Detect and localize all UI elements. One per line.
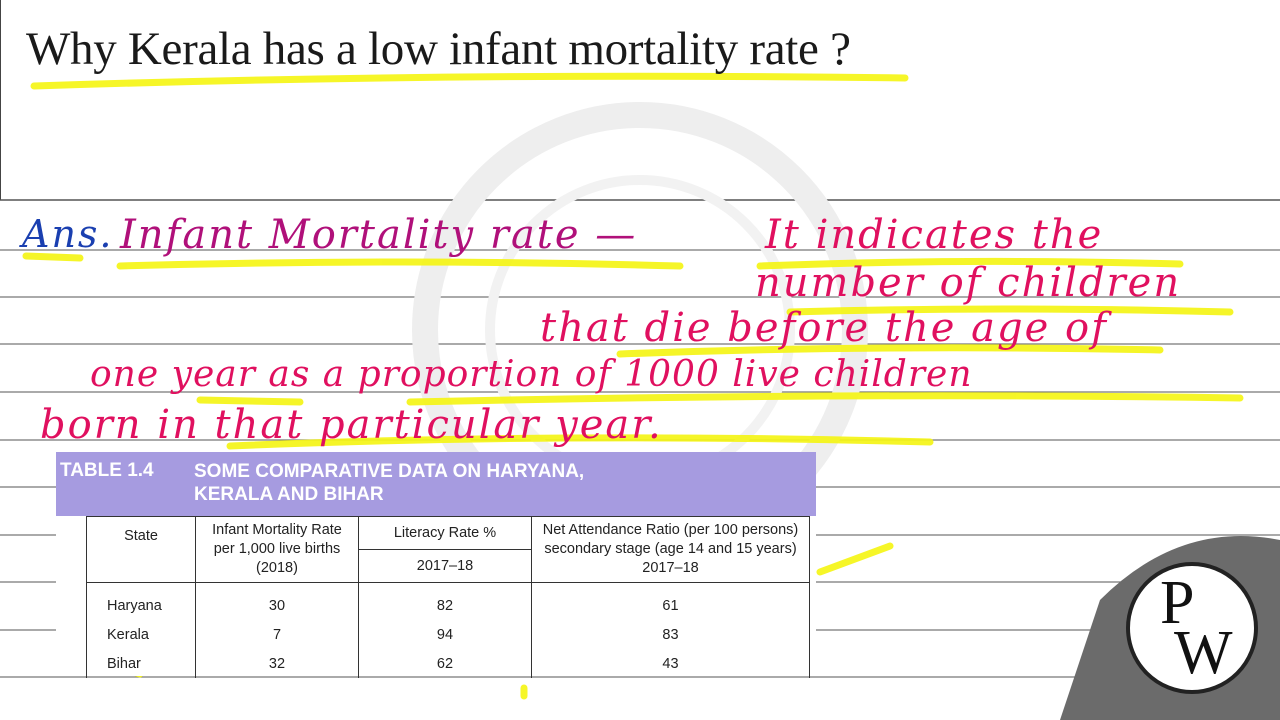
table-row: Bihar 32 62 43 <box>86 649 810 678</box>
cell-literacy: 82 <box>358 582 532 620</box>
cell-imr: 7 <box>195 620 359 649</box>
cell-literacy: 62 <box>358 649 532 678</box>
cell-state: Haryana <box>86 582 196 620</box>
answer-line: It indicates the <box>765 212 1104 258</box>
logo-letter: W <box>1174 619 1233 687</box>
cell-imr: 30 <box>195 582 359 620</box>
cell-literacy: 94 <box>358 620 532 649</box>
data-table: State Infant Mortality Rate per 1,000 li… <box>86 516 810 678</box>
header-nar: Net Attendance Ratio (per 100 persons) s… <box>531 516 810 583</box>
answer-line: number of children <box>755 260 1182 306</box>
pw-logo-icon: P W <box>1126 562 1258 694</box>
comparison-table: TABLE 1.4 SOME COMPARATIVE DATA ON HARYA… <box>56 452 816 678</box>
cell-nar: 61 <box>531 582 810 620</box>
cell-imr: 32 <box>195 649 359 678</box>
cell-state: Bihar <box>86 649 196 678</box>
question-title: Why Kerala has a low infant mortality ra… <box>26 23 851 75</box>
cell-nar: 83 <box>531 620 810 649</box>
table-title: SOME COMPARATIVE DATA ON HARYANA, KERALA… <box>194 461 585 505</box>
header-imr: Infant Mortality Rate per 1,000 live bir… <box>195 516 359 583</box>
table-row: Haryana 30 82 61 <box>86 582 810 620</box>
answer-line: one year as a proportion of 1000 live ch… <box>90 354 973 395</box>
answer-line: born in that particular year. <box>40 402 663 448</box>
table-header-band: TABLE 1.4 SOME COMPARATIVE DATA ON HARYA… <box>56 452 816 516</box>
table-row: Kerala 7 94 83 <box>86 620 810 649</box>
logo-letter: P <box>1160 569 1195 637</box>
answer-term: Infant Mortality rate — <box>120 212 638 258</box>
answer-prefix: Ans. <box>22 212 114 256</box>
cell-state: Kerala <box>86 620 196 649</box>
cell-nar: 43 <box>531 649 810 678</box>
header-state: State <box>86 516 196 583</box>
answer-line: that die before the age of <box>540 305 1108 351</box>
header-literacy: Literacy Rate % <box>358 516 532 550</box>
header-literacy-year: 2017–18 <box>358 549 532 583</box>
table-label: TABLE 1.4 <box>60 460 154 481</box>
